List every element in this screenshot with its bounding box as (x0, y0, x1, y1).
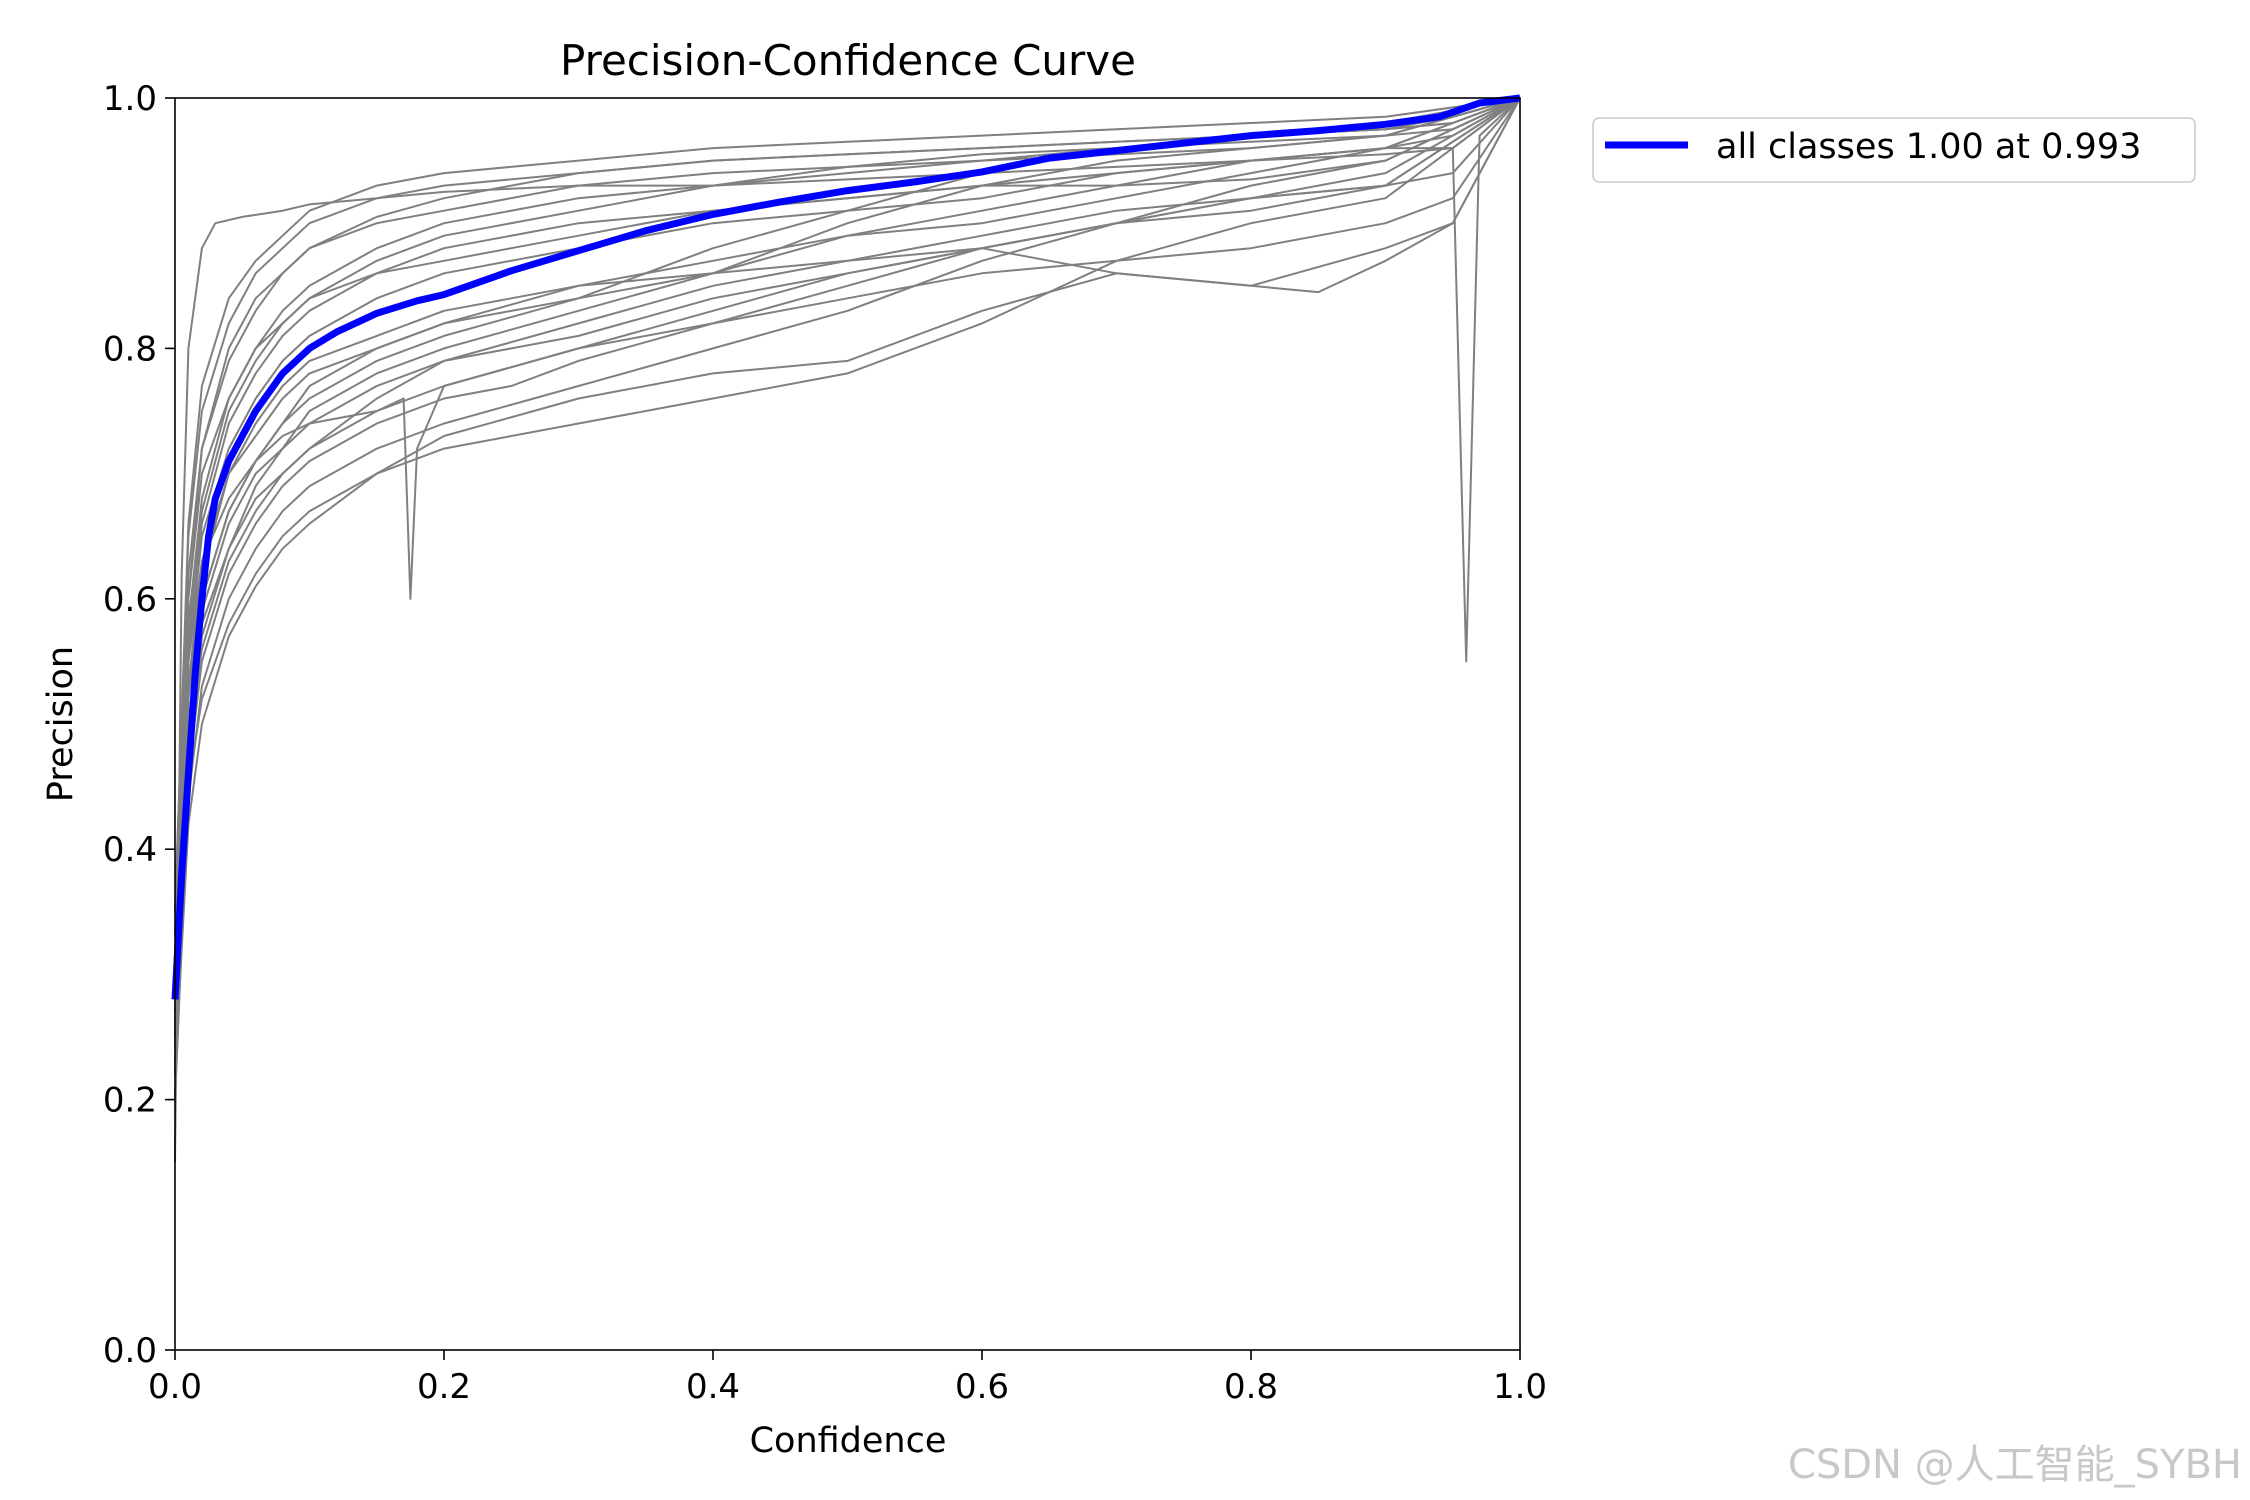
class-curve-22 (174, 97, 1521, 912)
class-curve-12 (174, 97, 1521, 1100)
class-curve-2 (174, 97, 1521, 1100)
legend-entry-label: all classes 1.00 at 0.993 (1716, 127, 2141, 167)
y-tick-label: 0.6 (103, 580, 157, 620)
x-tick-label: 0.2 (417, 1367, 471, 1407)
y-tick-label: 0.2 (103, 1081, 157, 1121)
legend-frame (1592, 117, 2196, 183)
x-tick-label: 0.6 (955, 1367, 1009, 1407)
class-curve-21 (174, 97, 1521, 1063)
x-tick-label: 0.0 (148, 1367, 202, 1407)
y-tick-label: 0.4 (103, 830, 157, 870)
all-classes-curve (171, 94, 1521, 1000)
x-tick-label: 1.0 (1493, 1367, 1547, 1407)
chart-title: Precision-Confidence Curve (560, 36, 1136, 85)
y-tick-label: 0.8 (103, 329, 157, 369)
x-tick-label: 0.8 (1224, 1367, 1278, 1407)
class-curve-17 (174, 97, 1521, 1075)
y-tick-label: 1.0 (103, 79, 157, 119)
y-axis-label: Precision (41, 646, 81, 802)
y-tick-label: 0.0 (103, 1331, 157, 1371)
x-axis-label: Confidence (750, 1421, 947, 1461)
class-curve-15 (174, 97, 1521, 1013)
class-curve-23 (174, 97, 1521, 1038)
class-curve-18 (174, 97, 1521, 975)
plot-frame (174, 97, 1521, 1351)
class-curve-16 (174, 97, 1521, 1050)
ticks-layer: 0.0 0.2 0.4 0.6 0.8 1.0 0.0 0.2 0.4 0.6 0.8 1.0 (103, 79, 1547, 1407)
watermark: CSDN @人工智能_SYBH (1788, 1442, 2242, 1488)
x-tick-label: 0.4 (686, 1367, 740, 1407)
legend: all classes 1.00 at 0.993 (1592, 117, 2196, 183)
curves-layer (171, 94, 1521, 1163)
class-curve-20 (174, 97, 1521, 1000)
class-curve-5 (174, 97, 1521, 1100)
